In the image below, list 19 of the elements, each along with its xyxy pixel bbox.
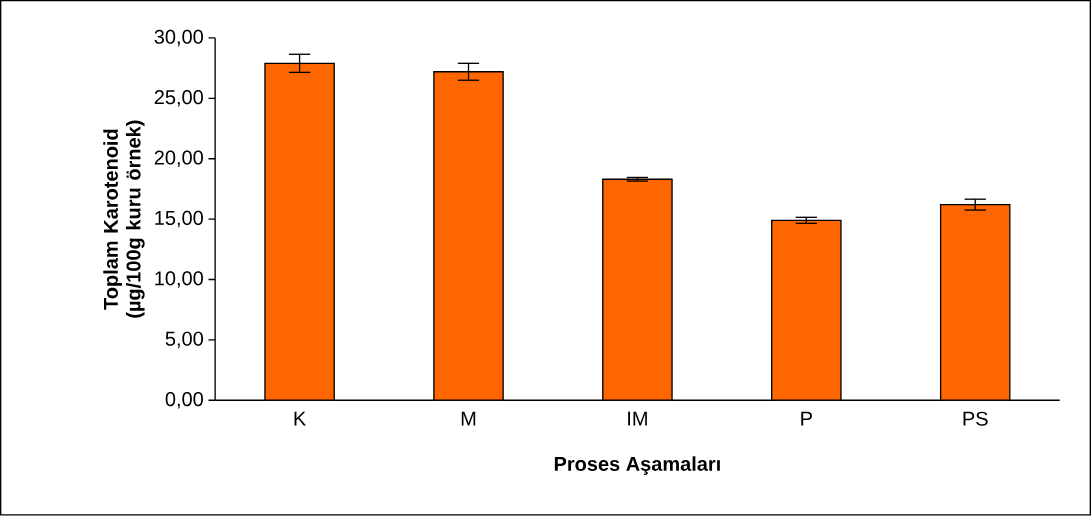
y-tick-label: 5,00: [165, 331, 203, 349]
bar: [771, 220, 841, 401]
x-tick-label: K: [294, 411, 307, 426]
x-axis-title: Proses Aşamaları: [554, 456, 720, 476]
y-tick-label: 20,00: [154, 150, 203, 168]
y-tick-label: 25,00: [154, 90, 203, 107]
bar: [939, 204, 1011, 401]
y-tick-label: 30,00: [154, 29, 203, 47]
x-tick-label: IM: [628, 411, 647, 426]
bar: [433, 72, 504, 401]
bar: [602, 179, 673, 401]
bar: [264, 63, 335, 401]
y-tick-label: 0,00: [165, 392, 203, 409]
x-tick-label: PS: [963, 411, 988, 427]
x-tick-label: P: [801, 411, 812, 426]
y-tick-label: 15,00: [155, 211, 203, 228]
x-tick-label: M: [461, 411, 476, 426]
y-tick-label: 10,00: [155, 271, 203, 288]
y-axis-title: Toplam Karotenoid (µg/100g kuru örnek): [103, 120, 145, 318]
